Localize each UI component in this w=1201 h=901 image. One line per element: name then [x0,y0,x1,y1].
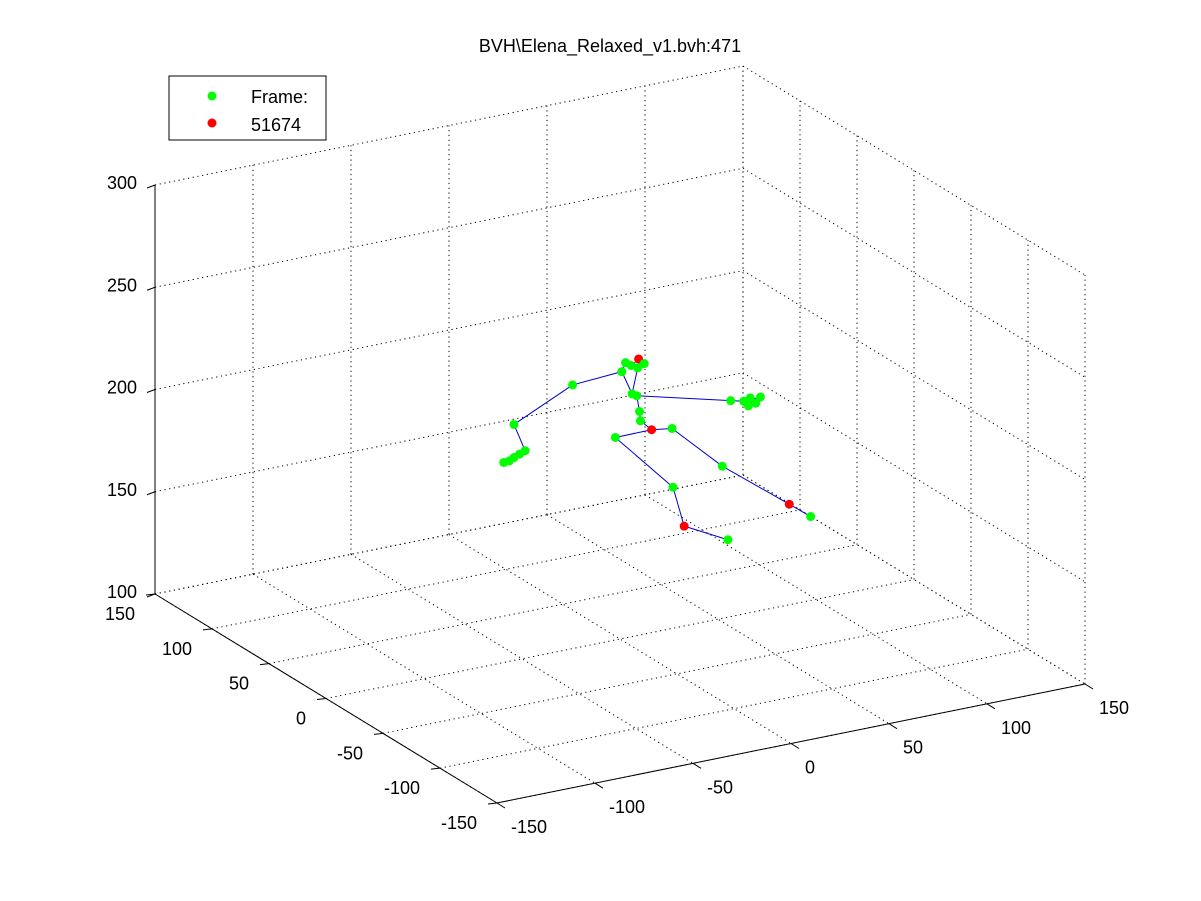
x-tick [1084,683,1094,690]
joint-spine4 [635,416,645,426]
y-tick-label: 150 [105,604,135,624]
legend-box [168,75,327,141]
back-wall-grid-line-horizontal [154,474,744,595]
legend-marker-frame-number [207,118,217,128]
z-tick-label: 250 [107,275,137,295]
back-wall-grid-line-horizontal [154,65,744,186]
joint-l_ankle [679,521,689,531]
y-tick-label: 100 [162,639,192,659]
floor-grid-line-y [439,648,1029,769]
joint-l_hip [610,432,620,442]
x-tick-label: 150 [1099,698,1129,718]
y-tick [202,628,213,631]
y-tick [145,593,156,596]
side-wall-grid-line-horizontal [742,270,1086,480]
x-tick [496,802,506,809]
joint-r_hand4 [751,398,761,408]
x-tick [888,723,898,730]
back-wall-grid-line-horizontal [154,372,744,493]
floor-grid-line-x [546,514,890,725]
bone-l_elbow-l_wrist [513,384,573,425]
z-tick-label: 300 [107,173,137,193]
floor-grid-line-x [350,553,694,764]
joint-r_hand5 [743,401,753,411]
z-tick-label: 100 [107,582,137,602]
back-wall-grid-line-horizontal [154,270,744,390]
y-tick-label: 0 [296,709,306,729]
floor-grid-line-x [448,534,792,744]
floor-grid-line-y [268,544,858,665]
joint-r_hip [667,423,677,433]
z-tick [146,184,156,189]
z-tick [146,286,156,291]
z-tick [146,491,156,496]
joint-l_shoulder [617,367,627,377]
x-tick-label: -50 [707,777,733,797]
bone-l_shoulder-l_elbow [572,371,622,386]
bone-l_hip-l_knee [615,437,674,488]
y-tick [259,663,270,666]
joint-l_knee [668,482,678,492]
z-tick-label: 150 [107,480,137,500]
z-tick-label: 200 [107,378,137,398]
joint-r_hand3 [755,392,765,402]
joint-r_toe [806,512,816,522]
joint-r_clav [639,359,649,369]
floor-grid-line-x [252,573,596,784]
skeleton-joints [499,354,816,545]
joint-l_hand5 [499,457,509,467]
legend-label-frame: Frame: [251,87,308,107]
z-tick [146,389,156,393]
x-tick-label: 50 [903,738,923,758]
y-tick-label: -150 [441,813,477,833]
bone-l_ankle-l_toe [684,525,729,541]
chart-title: BVH\Elena_Relaxed_v1.bvh:471 [479,36,741,57]
x-tick-label: 100 [1001,718,1031,738]
y-tick [373,732,384,735]
floor-grid-line-y [382,613,972,734]
joint-l_wrist [509,419,519,429]
joint-spine2 [632,391,642,401]
skeleton-bones [503,358,811,541]
joint-l_toe [723,535,733,545]
bone-r_hip-r_knee [671,428,723,467]
bone-l_wrist-l_hand1 [513,424,526,451]
bone-l_knee-l_ankle [672,487,685,527]
x-tick-label: 0 [805,758,815,778]
joint-r_ankle [784,499,794,509]
joint-spine3 [635,406,645,416]
joint-r_elbow [726,396,736,406]
legend-label-frame-number: 51674 [251,115,301,135]
y-tick-label: -50 [337,743,363,763]
bone-hips-l_hip [615,429,652,438]
y-tick [316,698,327,700]
floor-grid-line-y [325,579,915,699]
y-tick-label: -100 [384,778,420,798]
joint-l_elbow [568,380,578,390]
legend: Frame: 51674 [168,75,327,141]
back-wall-grid-line-horizontal [154,167,744,288]
y-tick [487,802,498,805]
joint-l_clav [621,358,631,368]
floor-grid-line-y [211,509,801,630]
joint-hips [647,425,657,435]
x-tick [790,743,800,749]
x-tick [692,762,702,769]
legend-marker-frame [207,91,217,101]
bone-spine2-r_elbow [636,395,731,402]
joint-r_knee [717,461,727,471]
y-tick [430,767,441,770]
y-tick-label: 50 [229,674,249,694]
grid-lines [154,65,1086,804]
axes [145,184,1094,809]
x-tick [986,703,996,710]
x-tick-label: -150 [511,817,547,837]
joint-r_shoulder [633,363,643,373]
x-tick-label: -100 [609,797,645,817]
bone-r_knee-r_ankle [722,465,790,505]
x-tick [594,782,604,789]
